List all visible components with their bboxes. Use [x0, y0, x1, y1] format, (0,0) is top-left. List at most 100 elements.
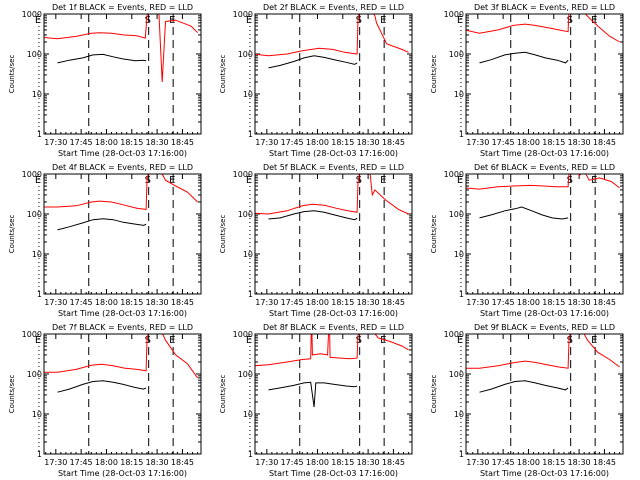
x-tick-label: 18:15 — [120, 458, 143, 467]
y-tick-label: 10 — [454, 90, 464, 99]
x-tick-label: 17:45 — [70, 298, 93, 307]
x-axis-label: Start Time (28-Oct-03 17:16:00) — [269, 469, 398, 478]
panel-title: Det 9f BLACK = Events, RED = LLD — [474, 323, 615, 332]
x-tick-label: 18:30 — [568, 458, 591, 467]
y-axis-label: Counts/sec — [8, 375, 16, 414]
panel-title: Det 8f BLACK = Events, RED = LLD — [263, 323, 404, 332]
x-tick-label: 18:45 — [171, 138, 194, 147]
y-tick-label: 100 — [27, 210, 42, 219]
events-series-line — [57, 218, 147, 231]
x-tick-label: 17:30 — [255, 138, 278, 147]
x-tick-label: 18:45 — [593, 458, 616, 467]
x-tick-label: 18:15 — [331, 298, 354, 307]
x-tick-label: 18:30 — [357, 298, 380, 307]
y-tick-label: 1000 — [444, 10, 464, 19]
x-tick-label: 18:30 — [146, 298, 169, 307]
y-tick-label: 1000 — [444, 170, 464, 179]
y-tick-label: 1 — [459, 290, 464, 299]
x-tick-label: 18:00 — [306, 458, 329, 467]
marker-letter: E — [457, 175, 463, 186]
y-tick-label: 1 — [37, 290, 42, 299]
marker-letter: S — [356, 15, 362, 26]
y-tick-label: 1000 — [444, 330, 464, 339]
y-tick-label: 1 — [248, 450, 253, 459]
y-axis-label: Counts/sec — [430, 55, 438, 94]
plot-frame — [254, 13, 413, 135]
marker-letter: E — [591, 335, 597, 346]
x-tick-label: 18:00 — [517, 138, 540, 147]
panel-title: Det 6f BLACK = Events, RED = LLD — [474, 163, 615, 172]
marker-letter: E — [457, 335, 463, 346]
events-series-line — [268, 210, 358, 221]
detector-panel: Det 2f BLACK = Events, RED = LLD Start Ti… — [219, 3, 413, 158]
events-series-line — [479, 51, 569, 64]
events-series-line — [479, 206, 569, 220]
x-tick-label: 18:30 — [568, 298, 591, 307]
x-tick-label: 18:15 — [542, 138, 565, 147]
x-tick-label: 18:45 — [593, 138, 616, 147]
x-tick-label: 17:30 — [44, 298, 67, 307]
x-tick-label: 18:30 — [357, 458, 380, 467]
panel-title: Det 1f BLACK = Events, RED = LLD — [52, 3, 193, 12]
x-tick-label: 18:30 — [568, 138, 591, 147]
panel-title: Det 4f BLACK = Events, RED = LLD — [52, 163, 193, 172]
x-tick-label: 17:30 — [466, 458, 489, 467]
y-tick-label: 100 — [449, 50, 464, 59]
y-tick-label: 1000 — [22, 10, 42, 19]
y-tick-label: 100 — [238, 370, 253, 379]
x-tick-label: 17:30 — [255, 458, 278, 467]
y-tick-label: 1000 — [233, 10, 253, 19]
y-tick-label: 100 — [27, 370, 42, 379]
x-tick-label: 17:45 — [492, 138, 515, 147]
x-tick-label: 17:45 — [281, 458, 304, 467]
x-tick-label: 18:00 — [517, 298, 540, 307]
x-tick-label: 17:30 — [44, 458, 67, 467]
plot-frame — [465, 13, 624, 135]
y-tick-label: 1000 — [233, 330, 253, 339]
lld-series-line — [255, 174, 409, 215]
events-series-line — [57, 380, 147, 393]
plot-frame — [465, 173, 624, 295]
y-tick-label: 1 — [37, 130, 42, 139]
y-axis-label: Counts/sec — [430, 215, 438, 254]
plot-frame — [43, 13, 202, 135]
y-tick-label: 10 — [243, 250, 253, 259]
y-tick-label: 10 — [32, 410, 42, 419]
x-axis-label: Start Time (28-Oct-03 17:16:00) — [269, 149, 398, 158]
x-tick-label: 18:15 — [542, 458, 565, 467]
x-tick-label: 18:45 — [382, 138, 405, 147]
x-tick-label: 17:45 — [492, 298, 515, 307]
x-axis-label: Start Time (28-Oct-03 17:16:00) — [58, 149, 187, 158]
detector-panel: Det 7f BLACK = Events, RED = LLD Start Ti… — [8, 323, 202, 478]
lld-series-line — [466, 14, 620, 43]
marker-letter: E — [246, 15, 252, 26]
marker-letter: S — [356, 175, 362, 186]
x-tick-label: 17:30 — [44, 138, 67, 147]
marker-letter: S — [567, 335, 573, 346]
x-tick-label: 17:30 — [255, 298, 278, 307]
x-axis-label: Start Time (28-Oct-03 17:16:00) — [58, 469, 187, 478]
plot-frame — [465, 333, 624, 455]
y-tick-label: 10 — [32, 250, 42, 259]
lld-series-line — [44, 174, 198, 210]
x-tick-label: 17:45 — [492, 458, 515, 467]
x-tick-label: 17:45 — [70, 458, 93, 467]
x-tick-label: 18:30 — [357, 138, 380, 147]
marker-letter: S — [145, 175, 151, 186]
x-axis-label: Start Time (28-Oct-03 17:16:00) — [480, 309, 609, 318]
events-series-line — [57, 53, 147, 64]
y-tick-label: 1000 — [233, 170, 253, 179]
x-tick-label: 17:30 — [466, 298, 489, 307]
y-tick-label: 1 — [459, 130, 464, 139]
x-tick-label: 17:45 — [281, 298, 304, 307]
lld-series-line — [44, 14, 198, 83]
marker-letter: E — [169, 175, 175, 186]
y-tick-label: 100 — [238, 210, 253, 219]
y-tick-label: 1000 — [22, 170, 42, 179]
marker-letter: E — [35, 15, 41, 26]
plot-frame — [43, 333, 202, 455]
marker-letter: E — [591, 15, 597, 26]
y-tick-label: 100 — [27, 50, 42, 59]
marker-letter: E — [591, 175, 597, 186]
detector-panel: Det 3f BLACK = Events, RED = LLD Start Ti… — [430, 3, 624, 158]
